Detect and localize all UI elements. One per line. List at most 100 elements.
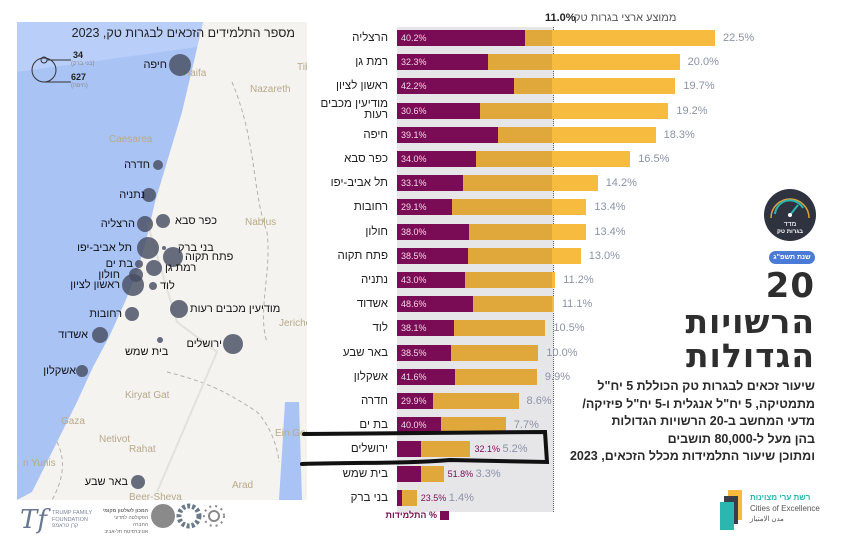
- bar-segment-above-average[interactable]: [552, 247, 581, 264]
- city-label: אשקלון: [43, 365, 76, 377]
- female-share-bar[interactable]: [397, 344, 452, 361]
- city-bubble[interactable]: [156, 214, 170, 228]
- sea: [17, 22, 203, 500]
- female-share-bar[interactable]: [397, 441, 421, 458]
- female-share-bar[interactable]: [397, 175, 464, 192]
- place-name: Kiryat Gat: [125, 390, 170, 401]
- logo-hebrew: רשת ערי מצוינות: [750, 493, 811, 502]
- city-label: נתניה: [119, 189, 145, 201]
- city-bubble[interactable]: [135, 260, 143, 268]
- female-share-bar[interactable]: [397, 102, 481, 119]
- female-share-bar[interactable]: [397, 126, 499, 143]
- bar-segment-above-average[interactable]: [552, 126, 656, 143]
- female-share-bar[interactable]: [397, 247, 468, 264]
- female-share-label: 32.3%: [401, 57, 427, 68]
- city-bubble[interactable]: [170, 300, 188, 318]
- value-label: 22.5%: [723, 32, 755, 44]
- female-share-bar[interactable]: [397, 320, 454, 337]
- border-line: [51, 441, 63, 500]
- badge-text-1: מדד: [783, 221, 797, 228]
- place-name: Tib: [297, 62, 307, 73]
- description-line: ומתוכן שיעור התלמידות מכלל הזכאים, 2023: [569, 449, 815, 464]
- city-bubble[interactable]: [142, 188, 156, 202]
- highlight-box: [300, 429, 550, 466]
- place-name: Netivot: [99, 434, 131, 445]
- female-share-bar[interactable]: [397, 368, 456, 385]
- bar-segment-above-average[interactable]: [552, 199, 587, 216]
- trump-foundation-logo: Tf: [20, 505, 47, 535]
- city-label: באר שבע: [84, 476, 128, 488]
- city-bubble[interactable]: [162, 246, 166, 250]
- city-label: הרצליה: [100, 218, 135, 230]
- city-bubble[interactable]: [137, 216, 153, 232]
- female-share-label: 38.0%: [401, 226, 427, 237]
- female-share-bar[interactable]: [397, 489, 402, 506]
- bar-segment-above-average[interactable]: [552, 223, 587, 240]
- bar-segment-above-average[interactable]: [552, 30, 715, 46]
- value-label: 3.3%: [475, 467, 501, 480]
- category-label: חדרה: [360, 395, 388, 407]
- bar-segment-above-average[interactable]: [552, 175, 598, 192]
- legend-label: % התלמידות: [385, 510, 438, 520]
- female-share-bar[interactable]: [397, 223, 469, 240]
- year-pill: שנת תשפ"ג: [769, 251, 815, 264]
- city-bubble[interactable]: [76, 365, 88, 377]
- female-share-bar[interactable]: [397, 78, 515, 95]
- map[interactable]: מספר התלמידים הזכאים לבגרות טק, 2023 Naz…: [17, 22, 307, 500]
- city-bubble[interactable]: [169, 54, 191, 76]
- city-bubble[interactable]: [131, 475, 145, 489]
- city-bubble[interactable]: [153, 160, 163, 170]
- value-label: 10.0%: [546, 346, 578, 359]
- description-line: מדעי המחשב ב-20 הרשויות הגדולות: [611, 414, 815, 429]
- bar-segment-below-average[interactable]: [397, 489, 417, 506]
- bar-segment-above-average[interactable]: [552, 296, 554, 313]
- bar-segment-above-average[interactable]: [552, 54, 680, 71]
- female-share-label: 48.6%: [401, 299, 427, 310]
- category-label: חיפה: [363, 128, 388, 141]
- border-line: [231, 81, 269, 343]
- border-line: [166, 371, 280, 463]
- city-bubble[interactable]: [122, 274, 144, 296]
- city-bubble[interactable]: [137, 237, 159, 259]
- female-share-bar[interactable]: [397, 30, 525, 46]
- description: שיעור זכאים לבגרות טק הכוללת 5 יח"ל מתמט…: [555, 378, 815, 466]
- city-bubble[interactable]: [125, 307, 139, 321]
- trump-foundation-text: TRUMP FAMILY FOUNDATION קרן טראמפ: [52, 510, 92, 530]
- bar-segment-above-average[interactable]: [552, 151, 631, 167]
- city-bubble[interactable]: [163, 247, 183, 267]
- place-name: Jericho: [279, 318, 307, 329]
- category-label: בית שמש: [342, 467, 388, 480]
- place-name: Haifa: [183, 68, 207, 79]
- category-label: באר שבע: [342, 346, 388, 359]
- city-bubble[interactable]: [223, 334, 243, 354]
- city-bubble[interactable]: [157, 337, 163, 343]
- value-label: 18.3%: [663, 128, 695, 141]
- female-share-bar[interactable]: [397, 272, 466, 288]
- category-label: תל אביב-יפו: [330, 177, 388, 190]
- category-label: חולון: [365, 225, 388, 238]
- bar-segment-above-average[interactable]: [552, 102, 669, 119]
- average-value: 11.0%: [545, 12, 576, 24]
- female-share-bar[interactable]: [397, 465, 422, 482]
- female-share-label: 32.1%: [474, 444, 501, 455]
- legend-large-city: (חיפה): [71, 83, 88, 89]
- city-bubble[interactable]: [149, 282, 157, 290]
- category-label: כפר סבא: [344, 153, 388, 165]
- female-share-bar[interactable]: [397, 417, 441, 434]
- female-share-bar[interactable]: [397, 296, 474, 313]
- tau-emblem-icon: [151, 504, 175, 528]
- female-share-bar[interactable]: [397, 199, 453, 216]
- female-share-bar[interactable]: [397, 393, 434, 409]
- bar-segment-above-average[interactable]: [552, 78, 676, 95]
- female-share-bar[interactable]: [397, 151, 477, 167]
- female-share-bar[interactable]: [397, 54, 489, 71]
- value-label: 5.2%: [502, 443, 528, 456]
- value-label: 13.4%: [594, 225, 626, 238]
- female-share-label: 30.6%: [401, 105, 427, 116]
- city-bubble[interactable]: [92, 327, 108, 343]
- city-bubble[interactable]: [146, 260, 162, 276]
- category-label: לוד: [372, 322, 388, 335]
- bar-segment-above-average[interactable]: [552, 272, 556, 288]
- legend-swatch: [440, 511, 449, 520]
- city-label: חיפה: [143, 59, 167, 71]
